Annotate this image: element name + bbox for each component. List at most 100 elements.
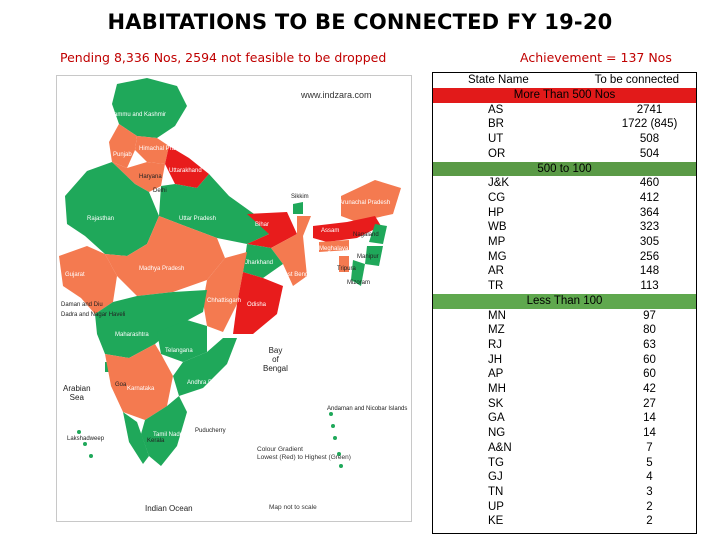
state-ap xyxy=(173,338,237,396)
label-mh: Maharashtra xyxy=(115,332,149,338)
label-kl: Kerala xyxy=(147,438,165,444)
label-mp: Madhya Pradesh xyxy=(139,266,185,272)
state-code-cell: TR xyxy=(488,280,504,293)
pending-summary: Pending 8,336 Nos, 2594 not feasible to … xyxy=(60,50,387,65)
legend-title: Colour Gradient xyxy=(257,446,303,453)
habitations-table: State Name To be connected More Than 500 N… xyxy=(432,72,697,529)
india-map-svg xyxy=(59,78,401,468)
watermark: www.indzara.com xyxy=(301,90,372,100)
state-code-cell: JH xyxy=(488,353,503,366)
group-label: More Than 500 Nos xyxy=(432,88,697,103)
state-ka xyxy=(105,344,173,420)
label-tr: Tripura xyxy=(337,266,356,272)
table-row: UT 508 xyxy=(432,132,697,147)
group-label: 500 to 100 xyxy=(432,161,697,177)
table-row: JH 60 xyxy=(432,353,697,368)
state-bh xyxy=(247,212,297,248)
to-be-connected-cell: 2 xyxy=(646,500,653,513)
state-code-cell: J&K xyxy=(488,177,510,190)
to-be-connected-cell: 460 xyxy=(639,177,660,190)
group-header-row: Less Than 100 xyxy=(432,293,697,309)
to-be-connected-cell: 305 xyxy=(639,236,660,249)
state-code-cell: RJ xyxy=(488,338,503,351)
to-be-connected-cell: 323 xyxy=(639,221,660,234)
state-mh xyxy=(95,290,207,358)
to-be-connected-cell: 504 xyxy=(639,147,660,160)
state-ch xyxy=(203,252,247,332)
label-jh: Jharkhand xyxy=(245,260,274,266)
to-be-connected-cell: 60 xyxy=(643,353,656,366)
state-gj xyxy=(59,246,117,314)
state-code-cell: CG xyxy=(488,191,506,204)
arabian-sea-label: Arabian Sea xyxy=(63,384,91,402)
label-mn: Manipur xyxy=(357,254,379,260)
state-code-cell: A&N xyxy=(488,441,512,454)
legend-text: Lowest (Red) to Highest (Green) xyxy=(257,454,351,461)
label-ka: Karnataka xyxy=(127,386,155,392)
to-be-connected-cell: 412 xyxy=(639,191,660,204)
table-row: AS 2741 xyxy=(432,103,697,118)
to-be-connected-cell: 27 xyxy=(643,397,656,410)
table-row: MZ 80 xyxy=(432,323,697,338)
to-be-connected-cell: 364 xyxy=(639,206,660,219)
to-be-connected-cell: 4 xyxy=(646,471,653,484)
state-code-cell: MH xyxy=(488,383,506,396)
state-code-cell: UT xyxy=(488,133,504,146)
table-row: CG 412 xyxy=(432,191,697,206)
table-row: MN 97 xyxy=(432,309,697,324)
to-be-connected-cell: 42 xyxy=(643,383,656,396)
table-row: SK 27 xyxy=(432,397,697,412)
label-rj: Rajasthan xyxy=(87,216,115,222)
state-code-cell: MP xyxy=(488,236,506,249)
achievement-summary: Achievement = 137 Nos xyxy=(520,50,672,65)
state-code-cell: MG xyxy=(488,250,507,263)
state-jk xyxy=(112,78,187,138)
to-be-connected-cell: 256 xyxy=(639,250,660,263)
label-wb: West Bengal xyxy=(279,272,313,278)
state-sk xyxy=(293,202,303,214)
to-be-connected-cell: 97 xyxy=(643,309,656,322)
table-row: NG 14 xyxy=(432,426,697,441)
state-wb xyxy=(271,216,311,286)
header-to-be-connected: To be connected xyxy=(594,73,679,86)
state-od xyxy=(233,272,283,334)
to-be-connected-cell: 5 xyxy=(646,456,653,469)
label-up: Uttar Pradesh xyxy=(179,216,217,222)
state-up xyxy=(159,174,269,244)
map-legend: Colour Gradient Lowest (Red) to Highest … xyxy=(257,446,351,462)
state-pb xyxy=(109,124,137,168)
table-row: MP 305 xyxy=(432,235,697,250)
table-row: AP 60 xyxy=(432,367,697,382)
table-row: OR 504 xyxy=(432,147,697,162)
state-code-cell: AR xyxy=(488,265,504,278)
table-row: TN 3 xyxy=(432,485,697,500)
table-row: WB 323 xyxy=(432,220,697,235)
state-code-cell: TG xyxy=(488,456,504,469)
label-pb: Punjab xyxy=(113,152,132,158)
label-an: Andaman and Nicobar Islands xyxy=(327,406,408,412)
state-code-cell: MN xyxy=(488,309,506,322)
state-jh xyxy=(243,244,283,278)
state-tg xyxy=(157,320,207,362)
to-be-connected-cell: 60 xyxy=(643,368,656,381)
indian-ocean-label: Indian Ocean xyxy=(145,504,193,513)
label-dnh: Dadra and Nagar Haveli xyxy=(61,312,126,318)
india-map: www.indzara.com Jammu and Kashmir Himach… xyxy=(56,75,412,522)
label-py: Puducherry xyxy=(195,428,226,434)
table-row: TG 5 xyxy=(432,456,697,471)
state-code-cell: SK xyxy=(488,397,504,410)
group-header-row: 500 to 100 xyxy=(432,161,697,177)
page-title: HABITATIONS TO BE CONNECTED FY 19-20 xyxy=(107,10,613,34)
label-mg: Meghalaya xyxy=(319,246,349,252)
label-dl: Delhi xyxy=(153,188,167,194)
to-be-connected-cell: 508 xyxy=(639,133,660,146)
label-tg: Telangana xyxy=(165,348,193,354)
table-row: TR 113 xyxy=(432,279,697,294)
state-code-cell: BR xyxy=(488,118,504,131)
to-be-connected-cell: 3 xyxy=(646,485,653,498)
state-code-cell: KE xyxy=(488,515,504,528)
state-code-cell: OR xyxy=(488,147,506,160)
to-be-connected-cell: 1722 (845) xyxy=(621,118,678,131)
state-code-cell: WB xyxy=(488,221,507,234)
table-row: KE 2 xyxy=(432,514,697,529)
